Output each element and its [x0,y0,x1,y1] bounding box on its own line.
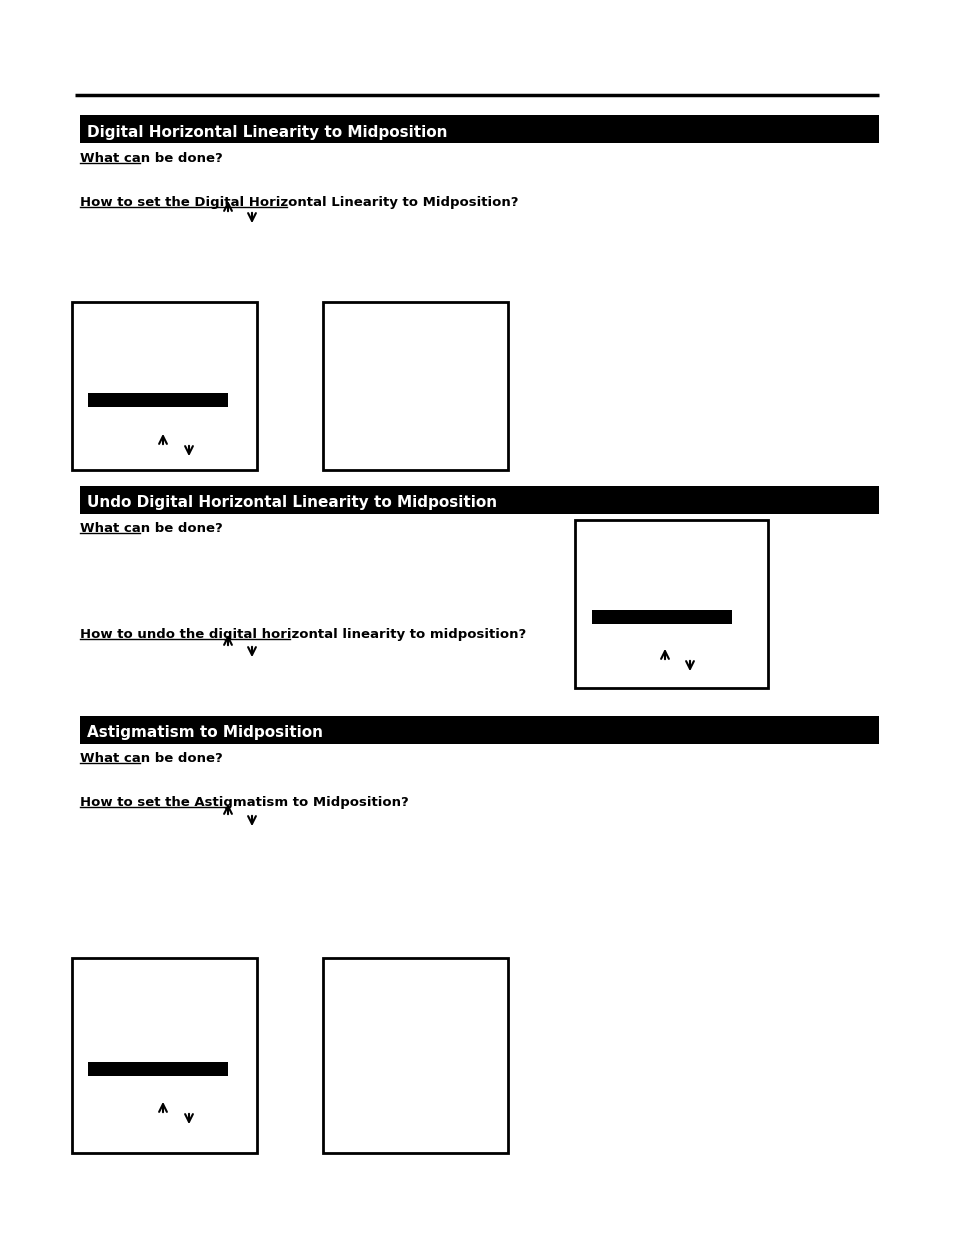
Text: Digital Horizontal Linearity to Midposition: Digital Horizontal Linearity to Midposit… [87,125,447,140]
Text: What can be done?: What can be done? [80,752,222,764]
Bar [80,115,878,143]
Bar [71,958,256,1153]
Bar [80,716,878,743]
Text: Undo Digital Horizontal Linearity to Midposition: Undo Digital Horizontal Linearity to Mid… [87,495,497,510]
Bar [80,487,878,514]
Text: What can be done?: What can be done? [80,522,222,535]
Bar [323,958,507,1153]
Bar [323,303,507,471]
Bar [88,1062,228,1076]
Text: How to undo the digital horizontal linearity to midposition?: How to undo the digital horizontal linea… [80,629,526,641]
Text: What can be done?: What can be done? [80,152,222,165]
Bar [592,610,731,624]
Text: Astigmatism to Midposition: Astigmatism to Midposition [87,725,323,741]
Text: How to set the Digital Horizontal Linearity to Midposition?: How to set the Digital Horizontal Linear… [80,196,518,209]
Bar [71,303,256,471]
Text: How to set the Astigmatism to Midposition?: How to set the Astigmatism to Midpositio… [80,797,408,809]
Bar [575,520,767,688]
Bar [88,393,228,408]
